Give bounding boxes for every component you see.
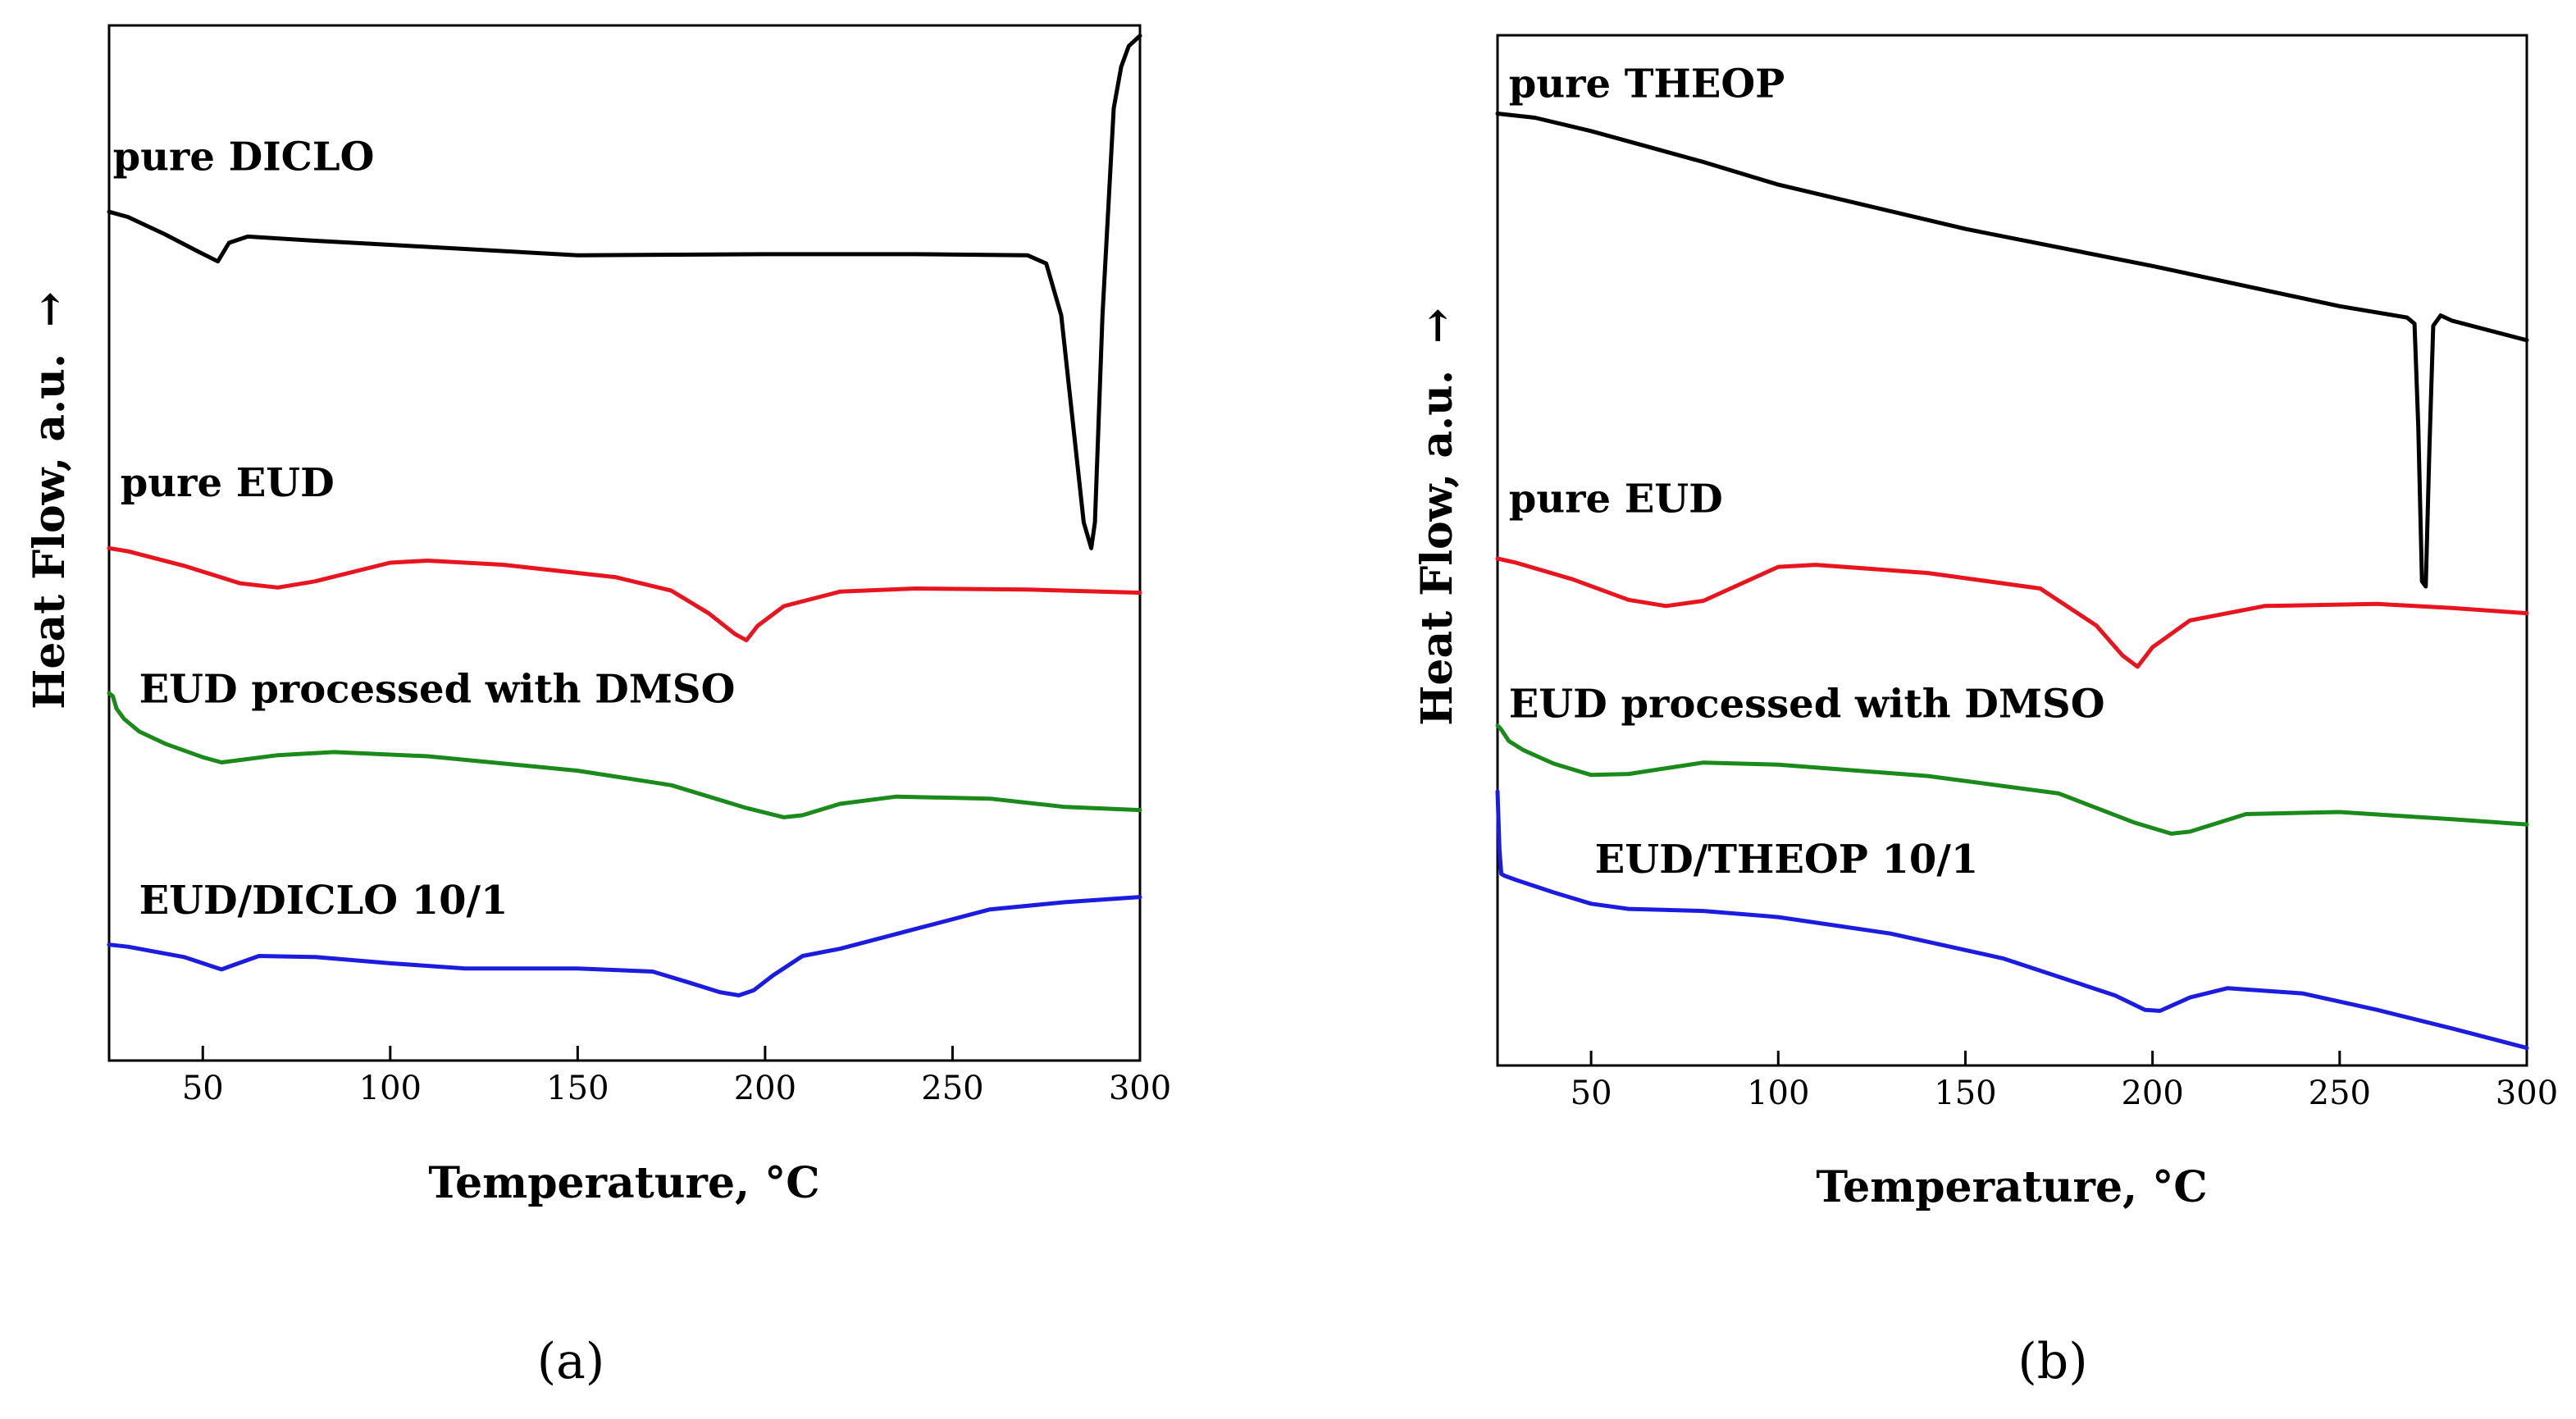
plot-frame-b	[1496, 34, 2528, 1067]
x-tick-label-b-50: 50	[1571, 1075, 1612, 1112]
series-label-a-eud-diclo-10-1: EUD/DICLO 10/1	[139, 878, 508, 924]
y-axis-arrow-b: →	[1412, 308, 1462, 344]
series-label-b-eud-theop-10-1: EUD/THEOP 10/1	[1595, 837, 1979, 883]
series-line-a-pure-eud	[107, 545, 1142, 643]
panel-label-a: (a)	[537, 1333, 605, 1390]
x-axis-title-a: Temperature, °C	[428, 1158, 819, 1208]
x-ticks-b: 50 100 150 200 250 300	[1571, 1051, 2558, 1112]
series-label-a-eud-processed-with-dmso: EUD processed with DMSO	[139, 666, 736, 712]
series-label-b-pure-theop: pure THEOP	[1509, 61, 1785, 107]
plot-frame-a	[107, 24, 1142, 1062]
series-line-b-pure-eud	[1495, 556, 2529, 669]
x-tick-label-b-100: 100	[1747, 1075, 1809, 1112]
y-axis-label-b: Heat Flow, a.u. →	[1412, 308, 1462, 726]
series-line-a-pure-diclo	[107, 34, 1142, 550]
y-axis-title-a: Heat Flow, a.u. →	[25, 291, 75, 710]
series-label-b-pure-eud: pure EUD	[1509, 477, 1723, 522]
x-tick-label-a-100: 100	[359, 1070, 422, 1107]
series-group-b	[1495, 112, 2529, 1051]
x-tick-label-b-150: 150	[1934, 1075, 1996, 1112]
series-line-a-eud-diclo-10-1	[107, 895, 1142, 997]
series-labels-a: pure DICLO pure EUD EUD processed with DMS…	[113, 135, 736, 924]
y-axis-arrow-a: →	[25, 291, 75, 327]
series-line-a-eud-processed-with-dmso	[107, 691, 1142, 819]
y-axis-label-a: Heat Flow, a.u. →	[25, 291, 75, 710]
x-tick-label-b-300: 300	[2496, 1075, 2558, 1112]
series-label-a-pure-eud: pure EUD	[121, 460, 335, 506]
panel-label-b: (b)	[2017, 1333, 2087, 1390]
series-label-a-pure-diclo: pure DICLO	[113, 135, 375, 180]
panel-a: 50 100 150 200 250 300 pure DICLO pure EUD EUD …	[25, 24, 1171, 1390]
series-line-b-eud-processed-with-dmso	[1495, 723, 2529, 836]
series-line-b-pure-theop	[1495, 112, 2529, 589]
y-axis-title-b: Heat Flow, a.u. →	[1412, 308, 1462, 726]
x-tick-label-b-250: 250	[2309, 1075, 2371, 1112]
series-labels-b: pure THEOP pure EUD EUD processed with DMS…	[1509, 61, 2105, 883]
x-tick-label-a-300: 300	[1109, 1070, 1171, 1107]
x-tick-label-a-250: 250	[921, 1070, 983, 1107]
series-line-b-eud-theop-10-1	[1495, 789, 2529, 1051]
y-axis-label-text-a: Heat Flow, a.u.	[25, 354, 75, 710]
x-tick-label-b-200: 200	[2121, 1075, 2183, 1112]
x-ticks-a: 50 100 150 200 250 300	[182, 1046, 1171, 1107]
y-axis-label-text-b: Heat Flow, a.u.	[1412, 370, 1462, 726]
x-axis-title-b: Temperature, °C	[1816, 1162, 2207, 1212]
x-tick-label-a-200: 200	[734, 1070, 796, 1107]
panel-b: 50 100 150 200 250 300 pure THEOP pure EUD EUD …	[1412, 34, 2558, 1390]
series-label-b-eud-processed-with-dmso: EUD processed with DMSO	[1509, 681, 2105, 727]
series-group-a	[107, 34, 1142, 997]
x-tick-label-a-150: 150	[546, 1070, 609, 1107]
x-tick-label-a-50: 50	[182, 1070, 224, 1107]
